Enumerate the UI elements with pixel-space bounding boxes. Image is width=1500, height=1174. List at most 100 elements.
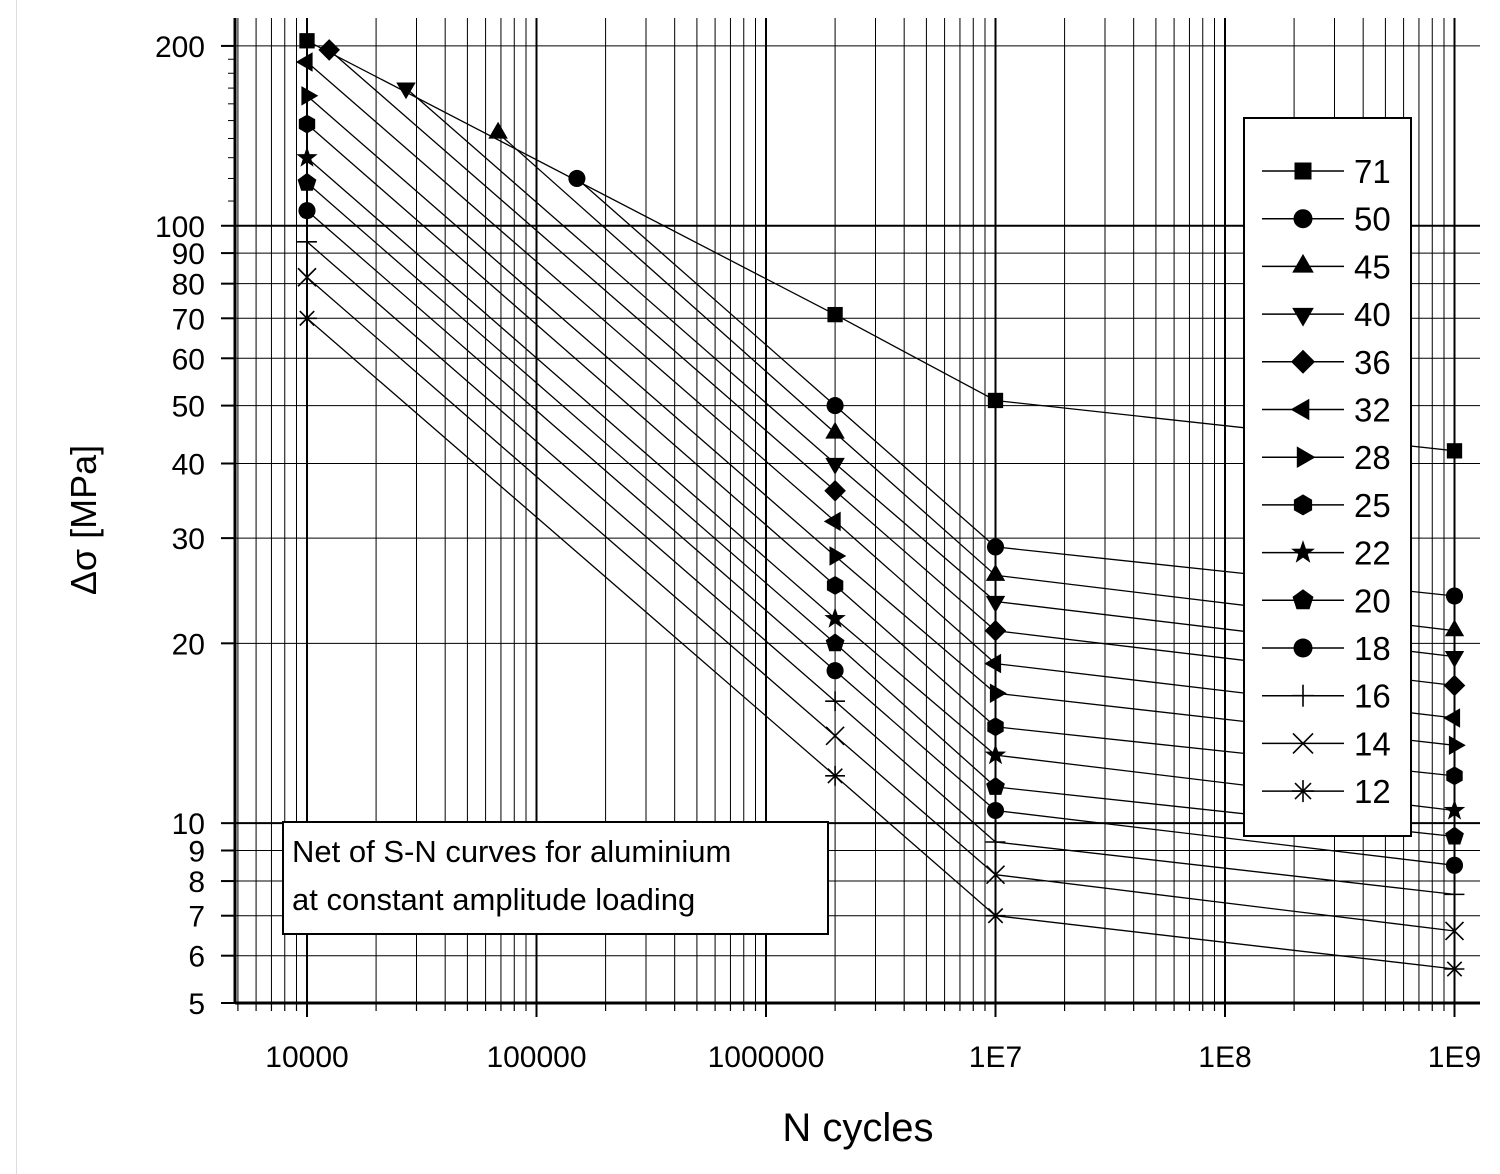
marker-shape	[824, 480, 846, 502]
data-point-12	[825, 765, 845, 786]
data-point-36	[1443, 674, 1466, 697]
legend-label: 16	[1354, 678, 1391, 715]
marker-shape	[299, 310, 315, 327]
marker-shape	[985, 564, 1006, 581]
data-point-28	[829, 546, 847, 566]
data-point-18	[1445, 856, 1464, 874]
data-point-71	[987, 392, 1004, 409]
legend-marker	[1296, 446, 1316, 468]
marker-shape	[295, 52, 313, 72]
data-point-45	[825, 421, 845, 439]
legend-label: 20	[1354, 582, 1391, 619]
data-point-50	[568, 169, 586, 188]
y-tick-label: 6	[188, 941, 205, 974]
data-point-22	[1443, 799, 1466, 820]
y-tick-label: 70	[172, 303, 205, 336]
data-point-32	[823, 511, 841, 532]
marker-shape	[396, 82, 416, 100]
legend-marker	[1292, 780, 1314, 803]
y-tick-label: 40	[172, 448, 205, 481]
data-point-22	[984, 743, 1007, 765]
legend-label: 25	[1354, 487, 1391, 524]
data-point-12	[985, 905, 1006, 926]
legend-label: 45	[1354, 248, 1391, 285]
legend-item-36: 36	[1262, 344, 1391, 381]
data-point-40	[825, 457, 845, 475]
marker-shape	[989, 683, 1007, 703]
marker-shape	[826, 397, 844, 415]
legend-label: 32	[1354, 392, 1391, 429]
marker-shape	[1291, 540, 1315, 563]
data-point-32	[1443, 708, 1461, 728]
series-lines	[306, 40, 1455, 970]
series-line-50	[576, 178, 1455, 597]
data-point-20	[825, 633, 845, 652]
legend-label: 12	[1354, 773, 1391, 810]
series-line-45	[497, 132, 1455, 632]
series-line-32	[306, 61, 1455, 719]
legend-item-25: 25	[1262, 487, 1391, 524]
marker-shape	[1294, 162, 1312, 180]
marker-shape	[1443, 708, 1461, 728]
y-tick-label: 30	[172, 523, 205, 556]
marker-shape	[1443, 674, 1466, 697]
marker-shape	[1293, 638, 1313, 658]
data-point-45	[1444, 619, 1465, 637]
data-point-25	[826, 576, 844, 595]
legend-marker	[1293, 494, 1313, 516]
marker-shape	[987, 717, 1004, 737]
marker-shape	[827, 306, 843, 323]
legend-item-28: 28	[1262, 439, 1391, 476]
y-tick-label: 60	[172, 343, 205, 376]
marker-shape	[986, 777, 1005, 795]
data-point-28	[1448, 735, 1466, 755]
marker-shape	[1448, 735, 1466, 755]
legend-label: 28	[1354, 439, 1391, 476]
x-tick-label: 10000	[265, 1041, 348, 1074]
marker-shape	[984, 619, 1007, 642]
data-point-14	[985, 865, 1006, 885]
y-tick-label: 7	[188, 901, 205, 934]
data-point-18	[986, 801, 1005, 820]
data-point-22	[296, 146, 318, 167]
marker-shape	[1291, 349, 1315, 374]
marker-shape	[986, 538, 1005, 556]
data-point-16	[297, 231, 317, 252]
series-line-12	[306, 317, 1455, 970]
marker-shape	[1296, 446, 1316, 468]
x-tick-label: 1E9	[1428, 1041, 1481, 1074]
marker-shape	[1443, 799, 1466, 820]
marker-shape	[984, 743, 1007, 765]
series-markers	[295, 33, 1466, 979]
legend-item-14: 14	[1262, 725, 1391, 762]
data-point-25	[298, 114, 316, 134]
marker-shape	[1446, 961, 1463, 977]
marker-shape	[823, 511, 841, 532]
marker-shape	[318, 39, 340, 61]
marker-shape	[825, 457, 845, 475]
annotation-line-2: at constant amplitude loading	[292, 882, 695, 917]
data-point-32	[295, 52, 313, 72]
legend-item-12: 12	[1262, 773, 1391, 810]
data-point-20	[297, 172, 317, 191]
legend-marker	[1293, 638, 1313, 658]
series-line-20	[306, 182, 1455, 838]
x-axis-label: N cycles	[782, 1106, 933, 1150]
marker-shape	[1293, 209, 1313, 229]
data-point-20	[986, 777, 1005, 795]
y-tick-label: 20	[172, 628, 205, 661]
x-tick-label: 1000000	[708, 1041, 825, 1074]
data-point-32	[984, 653, 1002, 674]
marker-shape	[297, 172, 317, 191]
legend-label: 14	[1354, 725, 1391, 762]
data-point-36	[824, 480, 846, 502]
legend-label: 18	[1354, 630, 1391, 667]
data-point-20	[1445, 826, 1464, 845]
annotation-box: Net of S-N curves for aluminium at const…	[282, 821, 829, 935]
data-point-50	[1445, 587, 1464, 605]
legend-marker	[1292, 307, 1314, 327]
marker-shape	[1445, 587, 1464, 605]
marker-shape	[987, 907, 1004, 924]
x-tick-label: 1E8	[1198, 1041, 1251, 1074]
